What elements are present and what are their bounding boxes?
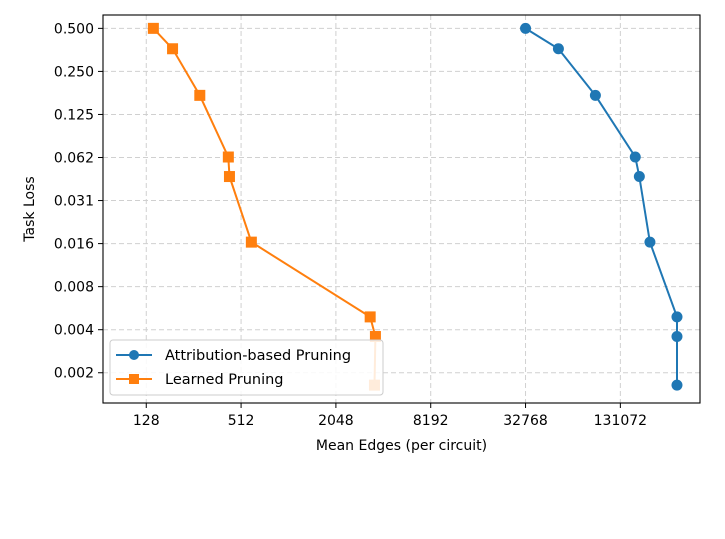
legend-label-attribution: Attribution-based Pruning	[165, 348, 351, 364]
series-attribution-based-pruning	[520, 22, 683, 391]
grid	[103, 15, 700, 403]
y-tick-label: 0.004	[54, 323, 94, 339]
data-point-square	[222, 151, 234, 163]
series-learned-pruning	[147, 22, 381, 391]
y-tick-label: 0.125	[54, 107, 94, 123]
x-tick-label: 512	[228, 413, 255, 429]
data-point-circle	[671, 331, 683, 343]
legend-label-learned: Learned Pruning	[165, 372, 284, 388]
legend-frame	[109, 339, 384, 396]
data-point-square	[245, 236, 257, 248]
y-tick-label: 0.002	[54, 366, 94, 382]
data-point-circle	[552, 43, 564, 55]
x-axis-label: Mean Edges (per circuit)	[316, 438, 487, 454]
x-tick-label: 128	[133, 413, 160, 429]
data-point-circle	[644, 236, 656, 248]
data-point-circle	[671, 379, 683, 391]
y-tick-label: 0.031	[54, 194, 94, 210]
y-tick-label: 0.250	[54, 64, 94, 80]
axes: 128 512 2048 8192 32768 131072 0.500 0.250 0.125…	[54, 21, 647, 429]
y-tick-label: 0.062	[54, 151, 94, 167]
data-point-circle	[520, 22, 532, 34]
legend: Attribution-based Pruning Learned Prunin…	[109, 339, 384, 396]
data-point-square	[364, 311, 376, 323]
legend-entry-learned: Learned Pruning	[116, 372, 284, 388]
data-point-square	[147, 22, 159, 34]
data-point-circle	[589, 89, 601, 101]
series-line-learned-pruning	[152, 27, 377, 386]
y-tick-label: 0.008	[54, 280, 94, 296]
axes-frame	[102, 14, 701, 404]
legend-marker-circle	[129, 350, 139, 360]
data-point-square	[369, 331, 381, 343]
legend-marker-square	[129, 374, 139, 384]
x-tick-label: 8192	[413, 413, 449, 429]
data-point-circle	[629, 151, 641, 163]
data-point-square	[223, 171, 235, 183]
x-tick-label: 32768	[503, 413, 548, 429]
plot-area	[147, 22, 683, 391]
data-point-circle	[671, 311, 683, 323]
x-tick-label: 131072	[594, 413, 647, 429]
y-axis-label: Task Loss	[22, 176, 38, 242]
legend-entry-attribution: Attribution-based Pruning	[116, 348, 351, 364]
y-tick-label: 0.500	[54, 21, 94, 37]
data-point-square	[194, 89, 206, 101]
y-tick-label: 0.016	[54, 237, 94, 253]
series-line-attribution-based-pruning	[524, 27, 678, 386]
data-point-circle	[633, 171, 645, 183]
data-point-square	[167, 43, 179, 55]
x-tick-label: 2048	[318, 413, 354, 429]
